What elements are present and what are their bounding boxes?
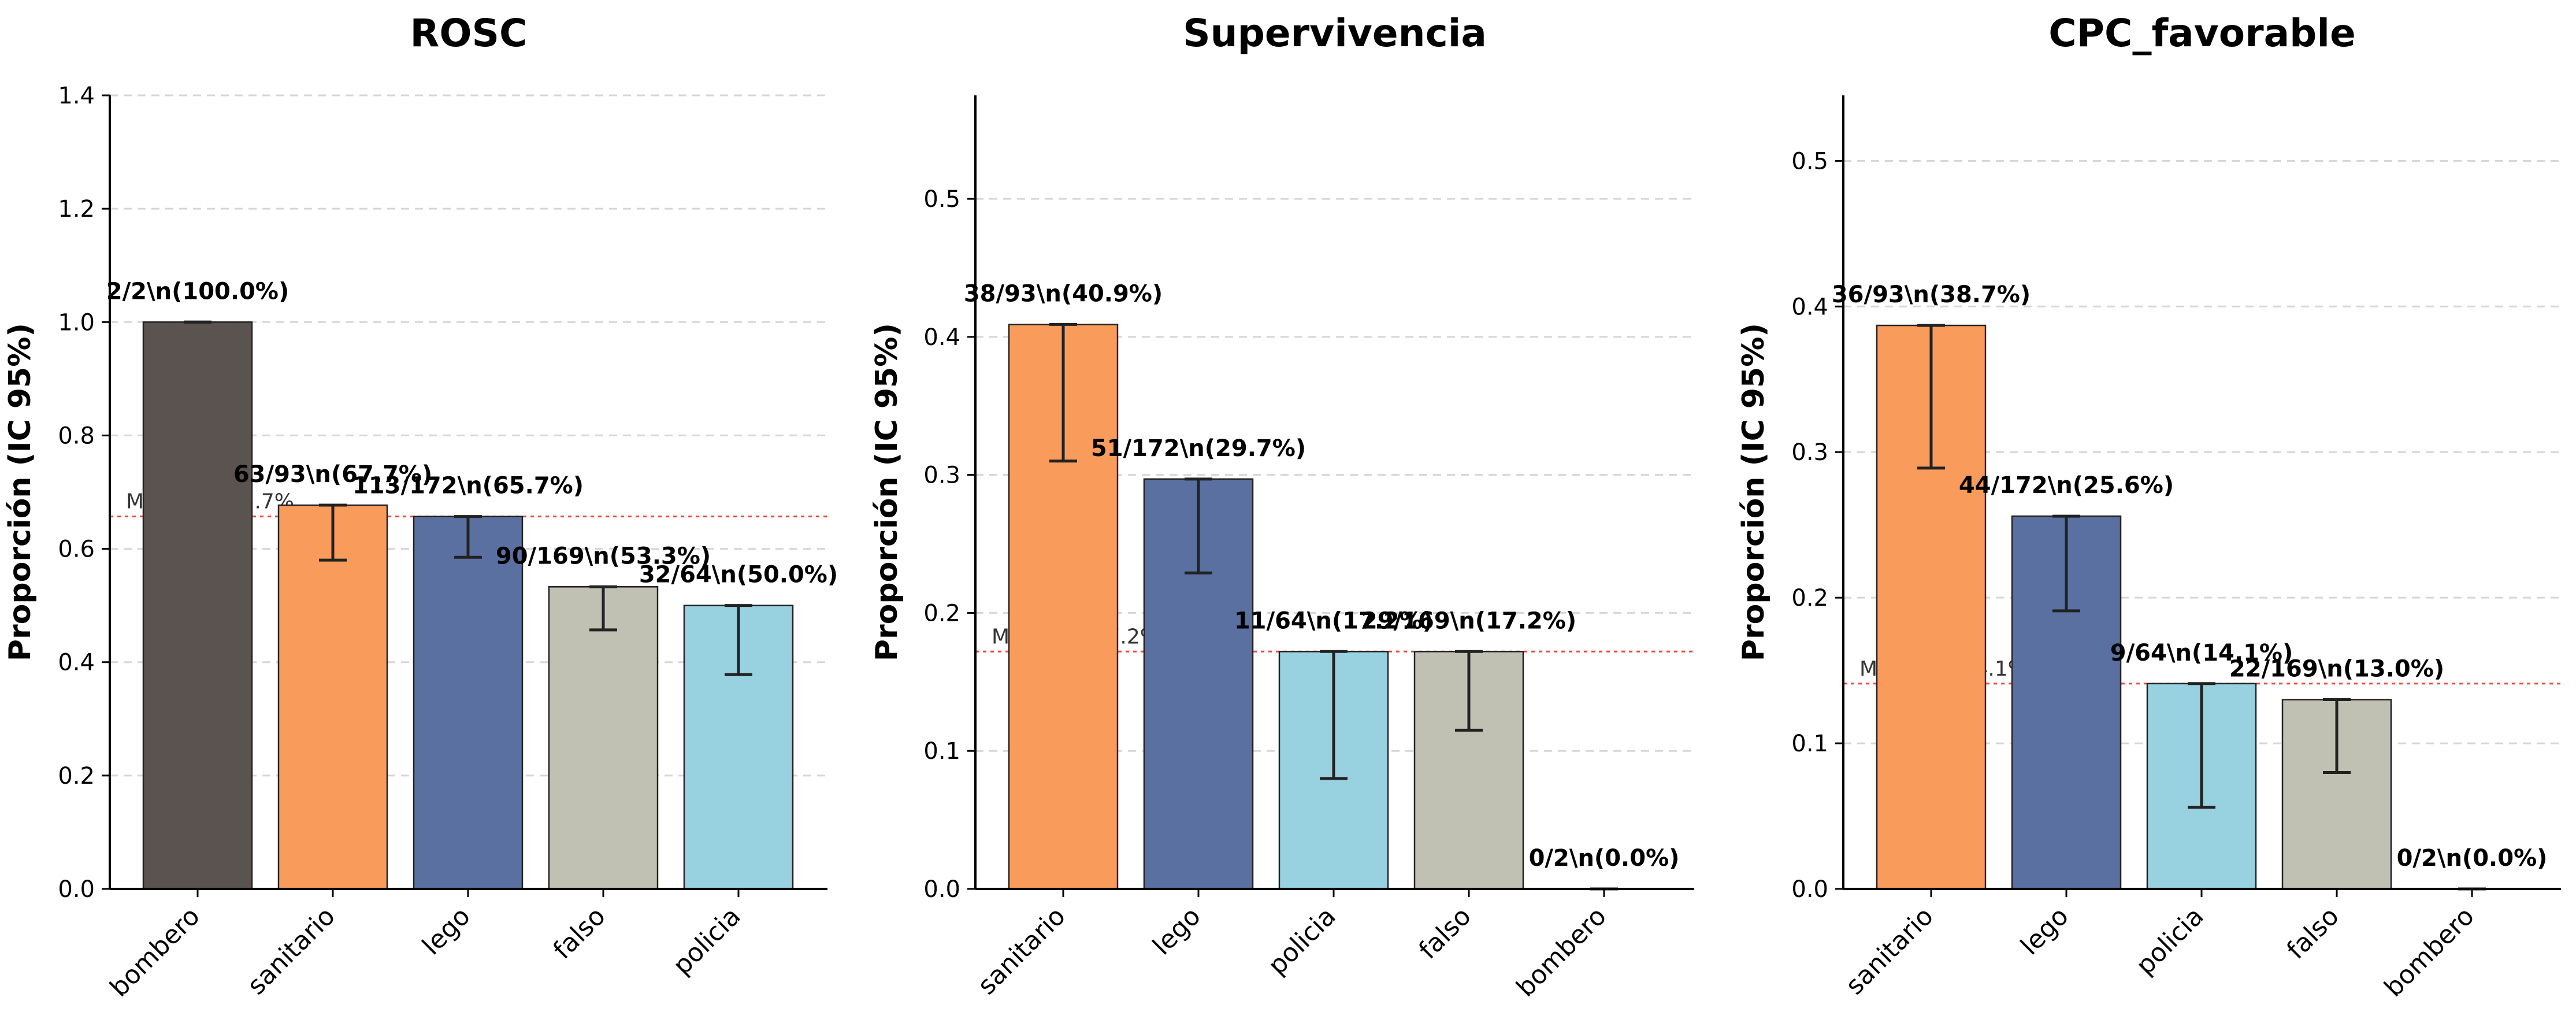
data-label: 2/2\n(100.0%): [106, 278, 289, 305]
data-label: 29/169\n(17.2%): [1361, 607, 1576, 634]
category-label-bombero: bombero: [2379, 902, 2480, 1003]
chart-title: ROSC: [410, 11, 528, 55]
y-axis-label: Proporción (IC 95%): [1736, 323, 1771, 661]
category-label-lego: lego: [1147, 902, 1207, 961]
y-tick-label: 0.3: [1791, 439, 1828, 466]
y-tick-label: 0.3: [923, 462, 960, 489]
y-tick-label: 0.6: [58, 536, 95, 563]
error-bar: [1049, 323, 1077, 463]
error-bar: [1455, 650, 1483, 732]
data-label: 0/2\n(0.0%): [1529, 845, 1680, 872]
data-label: 44/172\n(25.6%): [1959, 472, 2174, 499]
y-tick-label: 0.4: [58, 650, 95, 676]
chart-panel-2: Supervivencia Proporción (IC 95%) 0.0 0.1 0.…: [870, 11, 1694, 1003]
chart-panel-3: CPC_favorable Proporción (IC 95%) 0.0 0.1 0.…: [1736, 11, 2561, 1003]
data-label: 51/172\n(29.7%): [1091, 435, 1306, 462]
data-label: 36/93\n(38.7%): [1832, 281, 2031, 308]
error-bar: [2188, 682, 2215, 809]
category-label-bombero: bombero: [105, 902, 206, 1003]
bar-lego[interactable]: [413, 516, 524, 890]
chart-title: Supervivencia: [1183, 11, 1487, 55]
error-bar: [2052, 514, 2080, 613]
y-axis-label: Proporción (IC 95%): [870, 323, 904, 661]
error-bar: [2323, 698, 2351, 774]
chart-panel-1: ROSC Proporción (IC 95%) 0.0 0.2 0.4 0.6 0.8 1.…: [3, 11, 838, 1003]
error-bar: [1917, 324, 1945, 470]
data-label: 113/172\n(65.7%): [352, 473, 584, 499]
y-tick-label: 1.4: [58, 83, 95, 109]
data-label: 22/169\n(13.0%): [2229, 655, 2444, 682]
y-tick-label: 0.5: [1791, 148, 1828, 175]
y-tick-label: 1.0: [58, 309, 95, 336]
bar-falso[interactable]: [548, 586, 659, 890]
y-tick-label: 0.4: [923, 324, 960, 351]
y-tick-label: 0.1: [923, 738, 960, 765]
category-label-policia: policia: [1263, 902, 1342, 981]
y-tick-label: 0.8: [58, 422, 95, 449]
chart-title: CPC_favorable: [2048, 11, 2356, 55]
error-bar: [1185, 477, 1212, 574]
data-label: 63/93\n(67.7%): [233, 461, 432, 488]
error-bar: [589, 585, 617, 632]
category-label-falso: falso: [2281, 902, 2345, 965]
y-tick-label: 0.1: [1791, 731, 1828, 757]
data-label: 32/64\n(50.0%): [639, 562, 838, 588]
error-bar: [1320, 650, 1348, 780]
y-tick-label: 0.2: [1791, 585, 1828, 611]
error-bar: [319, 503, 347, 562]
bar-sanitario[interactable]: [277, 504, 388, 890]
y-tick-label: 0.2: [58, 763, 95, 790]
data-label: 38/93\n(40.9%): [964, 280, 1163, 307]
category-label-policia: policia: [2130, 902, 2210, 981]
data-label: 9/64\n(14.1%): [2110, 640, 2293, 666]
data-label: 90/169\n(53.3%): [496, 543, 711, 569]
y-tick-label: 0.2: [923, 600, 960, 627]
category-label-lego: lego: [2015, 902, 2074, 961]
category-label-policia: policia: [667, 902, 747, 981]
error-bar: [454, 515, 482, 559]
data-label: 0/2\n(0.0%): [2397, 845, 2548, 872]
y-tick-label: 0.4: [1791, 294, 1828, 320]
y-tick-label: 0.0: [1791, 876, 1828, 903]
category-label-lego: lego: [417, 902, 476, 961]
y-tick-label: 0.0: [58, 876, 95, 903]
y-tick-label: 1.2: [58, 196, 95, 223]
category-label-falso: falso: [548, 902, 611, 965]
category-label-sanitario: sanitario: [1840, 902, 1939, 1000]
category-label-bombero: bombero: [1511, 902, 1612, 1003]
category-label-sanitario: sanitario: [242, 902, 340, 1000]
y-tick-label: 0.0: [923, 876, 960, 903]
category-label-sanitario: sanitario: [972, 902, 1071, 1000]
y-tick-label: 0.5: [923, 186, 960, 213]
y-axis-label: Proporción (IC 95%): [3, 323, 38, 661]
category-label-falso: falso: [1413, 902, 1477, 965]
bar-bombero[interactable]: [142, 321, 253, 890]
error-bar: [725, 604, 752, 676]
data-label: 11/64\n(17.2%): [1234, 607, 1433, 634]
